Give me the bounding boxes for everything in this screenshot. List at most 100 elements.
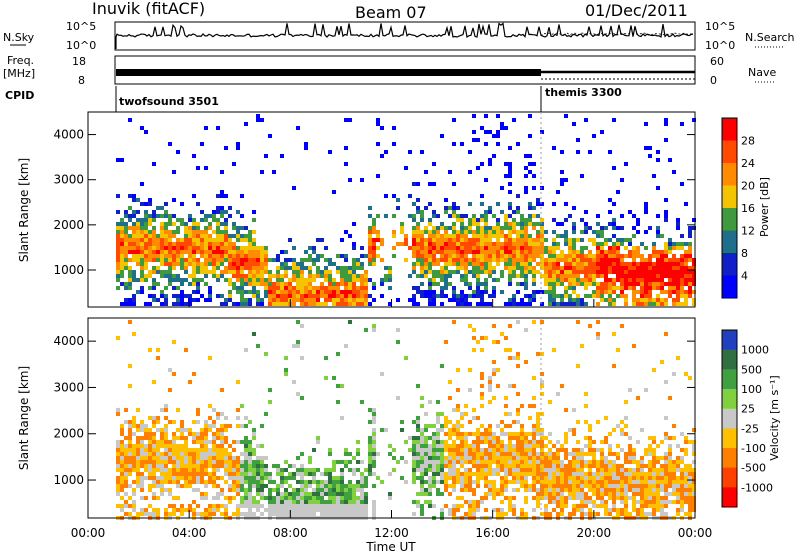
heatmap-cell [320, 508, 324, 512]
heatmap-cell [604, 468, 608, 472]
heatmap-cell [424, 170, 428, 174]
heatmap-cell [588, 250, 592, 254]
heatmap-cell [260, 424, 264, 428]
heatmap-cell [440, 412, 444, 416]
heatmap-cell [632, 234, 636, 238]
heatmap-cell [224, 424, 228, 428]
heatmap-cell [256, 290, 260, 294]
heatmap-cell [228, 234, 232, 238]
heatmap-cell [600, 452, 604, 456]
heatmap-cell [484, 464, 488, 468]
heatmap-cell [252, 274, 256, 278]
heatmap-cell [436, 258, 440, 262]
heatmap-cell [292, 186, 296, 190]
heatmap-cell [220, 448, 224, 452]
heatmap-cell [664, 464, 668, 468]
heatmap-cell [652, 174, 656, 178]
heatmap-cell [524, 488, 528, 492]
heatmap-cell [620, 254, 624, 258]
heatmap-cell [664, 218, 668, 222]
heatmap-cell [336, 504, 340, 508]
heatmap-cell [212, 266, 216, 270]
heatmap-cell [548, 254, 552, 258]
heatmap-cell [132, 278, 136, 282]
heatmap-cell [640, 258, 644, 262]
heatmap-cell [452, 512, 456, 516]
heatmap-cell [156, 298, 160, 302]
heatmap-cell [616, 484, 620, 488]
heatmap-cell [464, 484, 468, 488]
heatmap-cell [204, 166, 208, 170]
heatmap-cell [484, 178, 488, 182]
heatmap-cell [212, 440, 216, 444]
heatmap-cell [672, 242, 676, 246]
heatmap-cell [544, 452, 548, 456]
heatmap-cell [640, 460, 644, 464]
heatmap-cell [180, 476, 184, 480]
heatmap-cell [560, 234, 564, 238]
heatmap-cell [244, 246, 248, 250]
heatmap-cell [436, 460, 440, 464]
heatmap-cell [472, 274, 476, 278]
heatmap-cell [612, 270, 616, 274]
heatmap-cell [332, 512, 336, 516]
heatmap-cell [168, 444, 172, 448]
heatmap-cell [264, 258, 268, 262]
heatmap-cell [380, 282, 384, 286]
heatmap-cell [636, 492, 640, 496]
heatmap-cell [488, 254, 492, 258]
colorbar-tick-label: 8 [741, 247, 748, 260]
heatmap-cell [116, 492, 120, 496]
heatmap-cell [680, 246, 684, 250]
heatmap-cell [440, 278, 444, 282]
heatmap-cell [232, 460, 236, 464]
heatmap-cell [124, 266, 128, 270]
heatmap-cell [480, 404, 484, 408]
heatmap-cell [540, 242, 544, 246]
heatmap-cell [516, 432, 520, 436]
heatmap-cell [616, 480, 620, 484]
heatmap-cell [252, 262, 256, 266]
heatmap-cell [192, 238, 196, 242]
heatmap-cell [416, 302, 420, 306]
heatmap-cell [540, 380, 544, 384]
heatmap-cell [464, 278, 468, 282]
heatmap-cell [524, 250, 528, 254]
heatmap-cell [132, 420, 136, 424]
heatmap-cell [596, 496, 600, 500]
heatmap-cell [168, 488, 172, 492]
heatmap-cell [456, 404, 460, 408]
heatmap-cell [480, 396, 484, 400]
heatmap-cell [360, 254, 364, 258]
heatmap-cell [312, 496, 316, 500]
heatmap-cell [436, 436, 440, 440]
heatmap-cell [516, 364, 520, 368]
heatmap-cell [548, 484, 552, 488]
heatmap-cell [652, 436, 656, 440]
heatmap-cell [504, 162, 508, 166]
heatmap-cell [532, 162, 536, 166]
heatmap-cell [524, 500, 528, 504]
heatmap-cell [676, 476, 680, 480]
heatmap-cell [484, 452, 488, 456]
heatmap-cell [180, 254, 184, 258]
heatmap-cell [192, 476, 196, 480]
heatmap-cell [460, 416, 464, 420]
heatmap-cell [320, 480, 324, 484]
heatmap-cell [116, 488, 120, 492]
heatmap-cell [588, 254, 592, 258]
heatmap-cell [188, 476, 192, 480]
heatmap-cell [144, 496, 148, 500]
heatmap-cell [584, 404, 588, 408]
heatmap-cell [452, 432, 456, 436]
heatmap-cell [688, 230, 692, 234]
heatmap-cell [256, 456, 260, 460]
heatmap-cell [472, 480, 476, 484]
heatmap-cell [540, 496, 544, 500]
heatmap-cell [328, 290, 332, 294]
heatmap-cell [496, 456, 500, 460]
heatmap-cell [340, 484, 344, 488]
heatmap-cell [580, 270, 584, 274]
heatmap-cell [436, 242, 440, 246]
